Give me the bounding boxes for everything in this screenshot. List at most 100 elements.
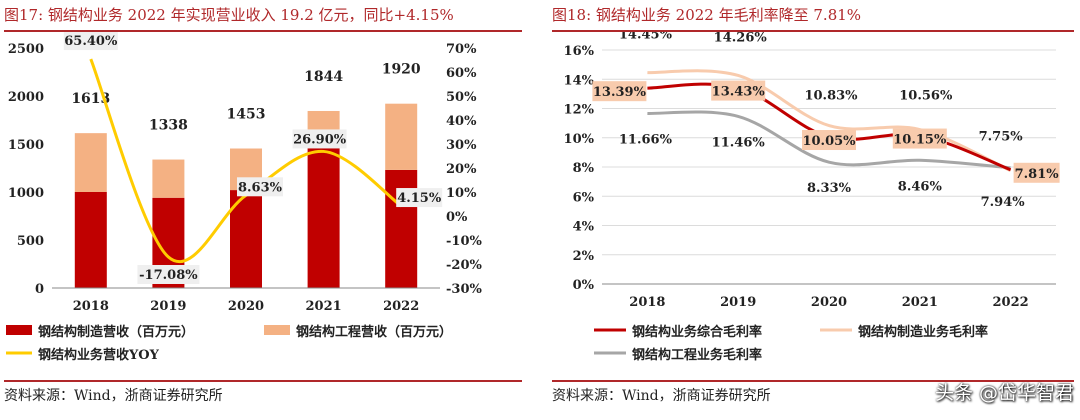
yoy-label: 65.40% — [64, 34, 118, 49]
x-tick-label: 2019 — [720, 295, 756, 310]
bar-total-label: 1613 — [71, 91, 110, 107]
y-tick-label: 6% — [573, 190, 595, 205]
yoy-label: 4.15% — [397, 191, 442, 206]
source-rule — [552, 380, 1074, 382]
x-tick-label: 2022 — [383, 299, 419, 314]
y-tick-label: 1000 — [8, 186, 44, 201]
title-rule — [4, 30, 522, 32]
legend-label: 钢结构业务综合毛利率 — [632, 324, 762, 340]
legend-label: 钢结构业务营收YOY — [38, 347, 160, 363]
margin-label: 11.66% — [619, 132, 673, 147]
y-tick-label: 8% — [573, 161, 595, 176]
margin-label-box — [1013, 162, 1060, 183]
bar-engineering — [385, 103, 418, 170]
x-tick-label: 2022 — [993, 295, 1029, 310]
y2-tick-label: 30% — [446, 138, 477, 153]
legend-swatch — [6, 325, 32, 335]
margin-label: 13.43% — [712, 85, 766, 100]
margin-label: 8.46% — [898, 179, 943, 194]
yoy-label: -17.08% — [139, 268, 198, 283]
y2-tick-label: 50% — [446, 90, 477, 105]
margin-label-box — [892, 128, 947, 149]
x-tick-label: 2020 — [228, 299, 264, 314]
margin-label: 10.83% — [804, 89, 858, 104]
bar-engineering — [74, 133, 107, 192]
yoy-label: 26.90% — [293, 132, 347, 147]
legend-label: 钢结构工程业务毛利率 — [632, 347, 762, 363]
x-tick-label: 2018 — [629, 295, 665, 310]
bar-engineering — [152, 159, 185, 198]
line-engineering-margin — [647, 110, 1011, 170]
margin-chart-panel: 图18: 钢结构业务 2022 年毛利率降至 7.81% 0% 2% 4% 6% 8% 1… — [548, 0, 1080, 420]
yoy-label-box — [237, 177, 283, 197]
margin-label: 10.15% — [893, 133, 947, 148]
y-tick-label: 14% — [564, 73, 595, 88]
y-tick-label: 1500 — [8, 138, 44, 153]
y-tick-label: 10% — [564, 132, 595, 147]
bar-manufacturing — [74, 192, 107, 288]
x-tick-label: 2019 — [150, 299, 186, 314]
y-tick-label: 2500 — [8, 42, 44, 57]
margin-label-box — [711, 80, 766, 101]
yoy-label-box — [137, 264, 200, 284]
margin-label: 11.46% — [712, 135, 766, 150]
y-tick-label: 2% — [573, 249, 595, 264]
y-tick-label: 12% — [564, 103, 595, 118]
margin-label: 13.39% — [593, 85, 647, 100]
x-tick-label: 2021 — [306, 299, 342, 314]
margin-label-box — [802, 130, 856, 151]
margin-label: 10.05% — [802, 134, 856, 149]
y-tick-label: 500 — [17, 234, 44, 249]
y-tick-label: 4% — [573, 220, 595, 235]
margin-label: 14.45% — [619, 32, 673, 43]
bar-total-label: 1920 — [382, 62, 421, 78]
figure-17-title: 图17: 钢结构业务 2022 年实现营业收入 19.2 亿元，同比+4.15% — [4, 6, 454, 24]
margin-label: 8.33% — [807, 181, 852, 196]
legend-label: 钢结构制造营收（百万元） — [38, 324, 194, 340]
y2-tick-label: -30% — [446, 282, 482, 297]
x-tick-label: 2021 — [902, 295, 938, 310]
bar-total-label: 1453 — [227, 107, 266, 123]
y2-tick-label: 20% — [446, 162, 477, 177]
y-tick-label: 16% — [564, 44, 595, 59]
figure-18-title: 图18: 钢结构业务 2022 年毛利率降至 7.81% — [552, 6, 862, 24]
y2-tick-label: 70% — [446, 42, 477, 57]
source-note: 资料来源：Wind，浙商证券研究所 — [4, 388, 223, 404]
legend-swatch — [264, 325, 290, 335]
margin-label: 7.94% — [981, 195, 1026, 210]
yoy-label-box — [292, 129, 347, 149]
x-tick-label: 2020 — [811, 295, 847, 310]
y-tick-label: 2000 — [8, 90, 44, 105]
yoy-label-box — [396, 188, 443, 208]
margin-label: 7.81% — [1015, 167, 1060, 182]
y2-tick-label: 40% — [446, 114, 477, 129]
y-tick-label: 0 — [35, 282, 44, 297]
revenue-chart: 0 500 1000 1500 2000 2500 -30% -20% -10% 0% 10% 20%… — [6, 32, 482, 363]
line-manufacturing-margin — [647, 69, 1012, 173]
revenue-chart-panel: 图17: 钢结构业务 2022 年实现营业收入 19.2 亿元，同比+4.15%… — [0, 0, 528, 420]
bar-manufacturing — [385, 169, 418, 288]
margin-label: 14.26% — [714, 32, 768, 45]
y2-tick-label: 0% — [446, 210, 468, 225]
source-note: 资料来源：Wind，浙商证券研究所 — [552, 388, 771, 404]
y2-tick-label: 10% — [446, 186, 477, 201]
y2-tick-label: -10% — [446, 234, 482, 249]
title-rule — [552, 30, 1074, 32]
legend-label: 钢结构工程营收（百万元） — [296, 324, 452, 340]
source-rule — [4, 380, 522, 382]
bar-total-label: 1844 — [304, 69, 343, 85]
bar-manufacturing — [307, 144, 340, 288]
bar-total-label: 1338 — [149, 118, 188, 134]
watermark: 头条 @岱华智君 — [934, 382, 1074, 404]
x-tick-label: 2018 — [73, 299, 109, 314]
y-tick-label: 0% — [573, 278, 595, 293]
y2-tick-label: -20% — [446, 258, 482, 273]
yoy-label: 8.63% — [238, 180, 283, 195]
margin-chart: 0% 2% 4% 6% 8% 10% 12% 14% 16% 2018 2019 2020 2021 20… — [564, 32, 1060, 363]
yoy-label-box — [63, 32, 118, 51]
margin-label: 10.56% — [899, 89, 953, 104]
yoy-line — [89, 58, 403, 264]
margin-label: 7.75% — [979, 130, 1024, 145]
y2-tick-label: 60% — [446, 66, 477, 81]
legend-label: 钢结构制造业务毛利率 — [858, 324, 988, 340]
